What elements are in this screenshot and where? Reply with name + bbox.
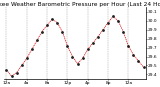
- Point: [36, 40, 38, 41]
- Point: [31, 49, 33, 50]
- Point: [41, 31, 43, 32]
- Point: [66, 45, 69, 47]
- Point: [137, 60, 140, 62]
- Point: [112, 16, 114, 17]
- Point: [122, 31, 124, 32]
- Point: [132, 54, 135, 55]
- Point: [46, 25, 48, 26]
- Point: [142, 67, 145, 68]
- Point: [107, 22, 109, 23]
- Point: [92, 42, 94, 44]
- Point: [117, 20, 120, 22]
- Point: [10, 75, 13, 77]
- Point: [97, 36, 99, 38]
- Point: [76, 63, 79, 64]
- Point: [102, 29, 104, 30]
- Point: [86, 49, 89, 50]
- Point: [127, 45, 130, 47]
- Point: [20, 65, 23, 66]
- Title: Milwaukee Weather Barometric Pressure per Hour (Last 24 Hours): Milwaukee Weather Barometric Pressure pe…: [0, 2, 160, 7]
- Point: [56, 22, 59, 23]
- Point: [15, 72, 18, 73]
- Point: [81, 58, 84, 59]
- Point: [51, 18, 53, 20]
- Point: [5, 69, 8, 71]
- Point: [71, 56, 74, 57]
- Point: [25, 58, 28, 59]
- Point: [61, 31, 64, 32]
